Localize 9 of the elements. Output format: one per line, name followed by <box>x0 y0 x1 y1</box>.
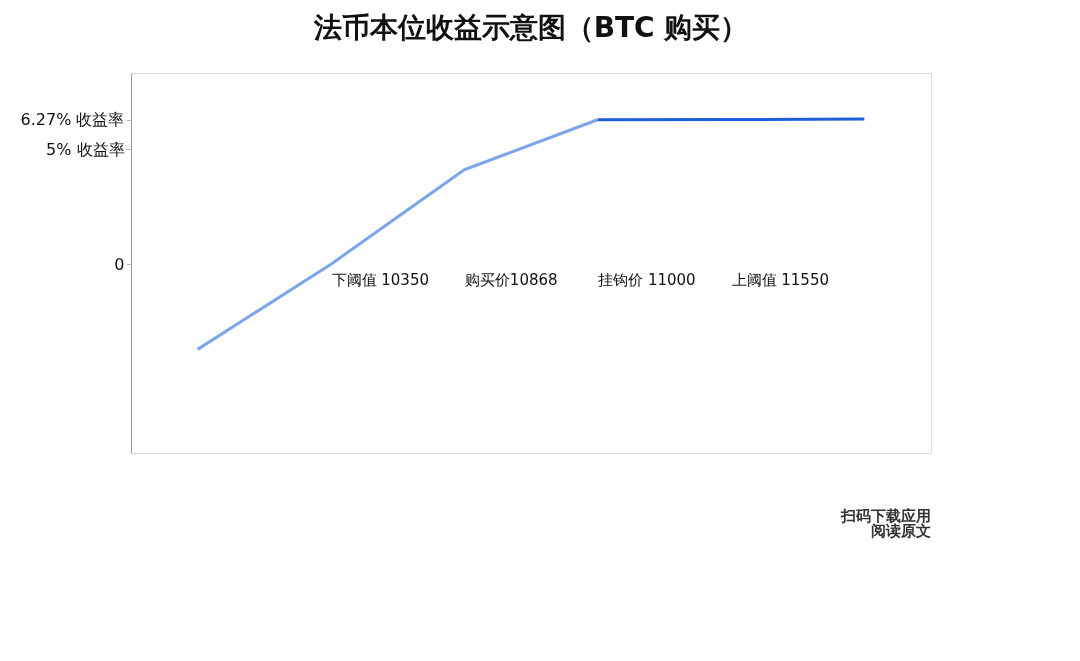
x-tick-label: 上阈值 11550 <box>731 270 829 289</box>
line-series <box>196 118 600 351</box>
x-tick-label: 挂钩价 11000 <box>598 270 696 289</box>
x-tick-label: 购买价10868 <box>464 270 558 289</box>
y-tick-label: 6.27% 收益率 <box>20 110 125 130</box>
chart-title: 法币本位收益示意图（BTC 购买） <box>312 11 749 44</box>
x-tick-label: 下阈值 10350 <box>331 270 429 289</box>
y-tick-label: 5% 收益率 <box>46 139 125 159</box>
y-tick-label: 0 <box>114 254 125 274</box>
